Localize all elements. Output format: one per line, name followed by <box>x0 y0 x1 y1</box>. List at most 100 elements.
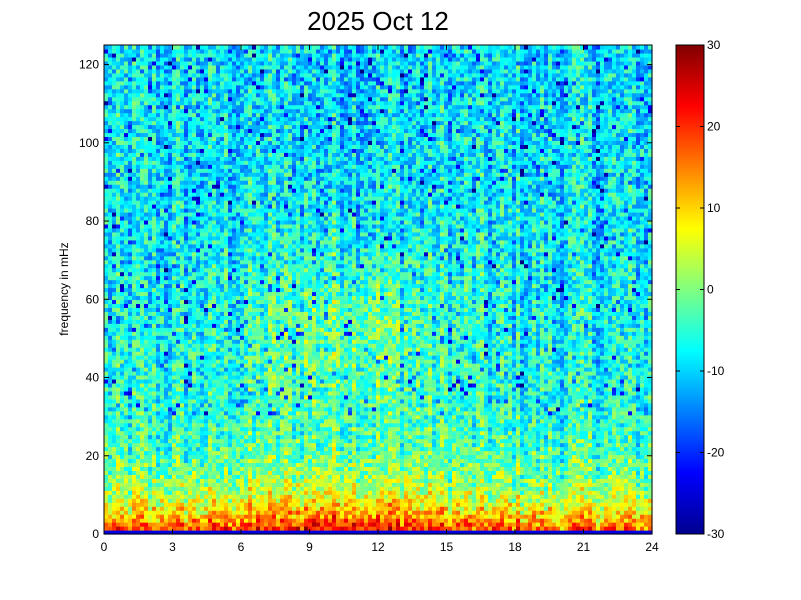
heatmap-cell <box>124 431 129 436</box>
heatmap-cell <box>256 89 261 94</box>
heatmap-cell <box>160 176 165 181</box>
heatmap-cell <box>120 307 125 312</box>
heatmap-cell <box>180 395 185 400</box>
heatmap-cell <box>108 89 113 94</box>
heatmap-cell <box>188 184 193 189</box>
heatmap-cell <box>136 280 141 285</box>
heatmap-cell <box>116 395 121 400</box>
heatmap-cell <box>112 184 117 189</box>
heatmap-cell <box>208 466 213 471</box>
heatmap-cell <box>208 319 213 324</box>
heatmap-cell <box>184 447 189 452</box>
heatmap-cell <box>176 73 181 78</box>
heatmap-cell <box>104 343 109 348</box>
heatmap-cell <box>148 351 153 356</box>
heatmap-cell <box>220 216 225 221</box>
heatmap-cell <box>208 407 213 412</box>
heatmap-cell <box>200 248 205 253</box>
heatmap-cell <box>172 89 177 94</box>
heatmap-cell <box>216 232 221 237</box>
heatmap-cell <box>104 81 109 86</box>
heatmap-cell <box>112 355 117 360</box>
heatmap-cell <box>120 45 125 50</box>
heatmap-cell <box>136 128 141 133</box>
heatmap-cell <box>196 136 201 141</box>
heatmap-cell <box>104 105 109 110</box>
heatmap-cell <box>136 355 141 360</box>
heatmap-cell <box>232 192 237 197</box>
heatmap-cell <box>152 188 157 193</box>
heatmap-cell <box>116 490 121 495</box>
heatmap-cell <box>200 435 205 440</box>
heatmap-cell <box>172 128 177 133</box>
heatmap-cell <box>200 367 205 372</box>
heatmap-cell <box>180 268 185 273</box>
heatmap-cell <box>212 458 217 463</box>
heatmap-cell <box>152 109 157 114</box>
heatmap-cell <box>184 486 189 491</box>
heatmap-cell <box>196 526 201 531</box>
heatmap-cell <box>180 502 185 507</box>
heatmap-cell <box>160 311 165 316</box>
heatmap-cell <box>144 128 149 133</box>
heatmap-cell <box>104 65 109 70</box>
heatmap-cell <box>212 502 217 507</box>
heatmap-cell <box>244 248 249 253</box>
heatmap-cell <box>244 419 249 424</box>
heatmap-cell <box>200 109 205 114</box>
heatmap-cell <box>104 97 109 102</box>
heatmap-cell <box>168 49 173 54</box>
heatmap-cell <box>208 423 213 428</box>
heatmap-cell <box>240 224 245 229</box>
heatmap-cell <box>248 276 253 281</box>
heatmap-cell <box>144 208 149 213</box>
heatmap-cell <box>104 276 109 281</box>
heatmap-cell <box>236 220 241 225</box>
heatmap-cell <box>168 367 173 372</box>
heatmap-cell <box>220 383 225 388</box>
heatmap-cell <box>224 303 229 308</box>
heatmap-cell <box>200 136 205 141</box>
heatmap-cell <box>104 411 109 416</box>
heatmap-cell <box>132 49 137 54</box>
heatmap-cell <box>184 319 189 324</box>
heatmap-cell <box>108 49 113 54</box>
heatmap-cell <box>124 458 129 463</box>
heatmap-cell <box>180 132 185 137</box>
heatmap-cell <box>164 268 169 273</box>
heatmap-cell <box>152 291 157 296</box>
heatmap-cell <box>128 395 133 400</box>
heatmap-cell <box>236 486 241 491</box>
heatmap-cell <box>104 427 109 432</box>
heatmap-cell <box>128 252 133 257</box>
heatmap-cell <box>200 188 205 193</box>
heatmap-cell <box>196 252 201 257</box>
heatmap-cell <box>132 69 137 74</box>
heatmap-cell <box>152 431 157 436</box>
heatmap-cell <box>248 518 253 523</box>
heatmap-cell <box>224 291 229 296</box>
heatmap-cell <box>168 93 173 98</box>
heatmap-cell <box>152 276 157 281</box>
heatmap-cell <box>176 121 181 126</box>
heatmap-cell <box>192 391 197 396</box>
heatmap-cell <box>212 407 217 412</box>
heatmap-cell <box>168 97 173 102</box>
heatmap-cell <box>164 379 169 384</box>
heatmap-cell <box>252 144 257 149</box>
heatmap-cell <box>136 494 141 499</box>
heatmap-cell <box>232 152 237 157</box>
heatmap-cell <box>156 49 161 54</box>
heatmap-cell <box>220 498 225 503</box>
heatmap-cell <box>104 299 109 304</box>
heatmap-cell <box>156 419 161 424</box>
heatmap-cell <box>160 73 165 78</box>
heatmap-cell <box>188 359 193 364</box>
heatmap-cell <box>228 502 233 507</box>
heatmap-cell <box>196 486 201 491</box>
heatmap-cell <box>224 148 229 153</box>
heatmap-cell <box>260 403 265 408</box>
heatmap-cell <box>136 474 141 479</box>
heatmap-cell <box>108 81 113 86</box>
heatmap-cell <box>252 180 257 185</box>
